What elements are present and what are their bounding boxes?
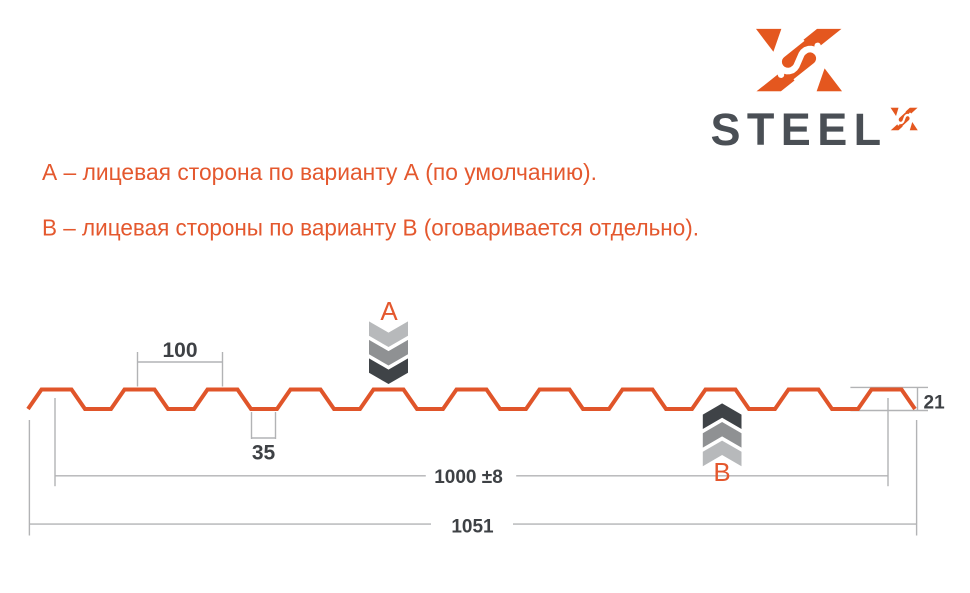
svg-text:1000 ±8: 1000 ±8 [434,467,503,488]
svg-text:В: В [713,457,730,487]
svg-text:100: 100 [162,339,197,362]
svg-text:В – лицевая стороны по вариант: В – лицевая стороны по варианту В (огова… [42,214,699,240]
svg-text:21: 21 [924,393,946,414]
svg-text:А: А [380,296,398,326]
svg-text:35: 35 [252,442,276,465]
svg-text:А – лицевая сторона по вариант: А – лицевая сторона по варианту А (по ум… [42,159,597,185]
svg-text:STEEL: STEEL [711,104,888,155]
svg-text:1051: 1051 [451,517,494,538]
